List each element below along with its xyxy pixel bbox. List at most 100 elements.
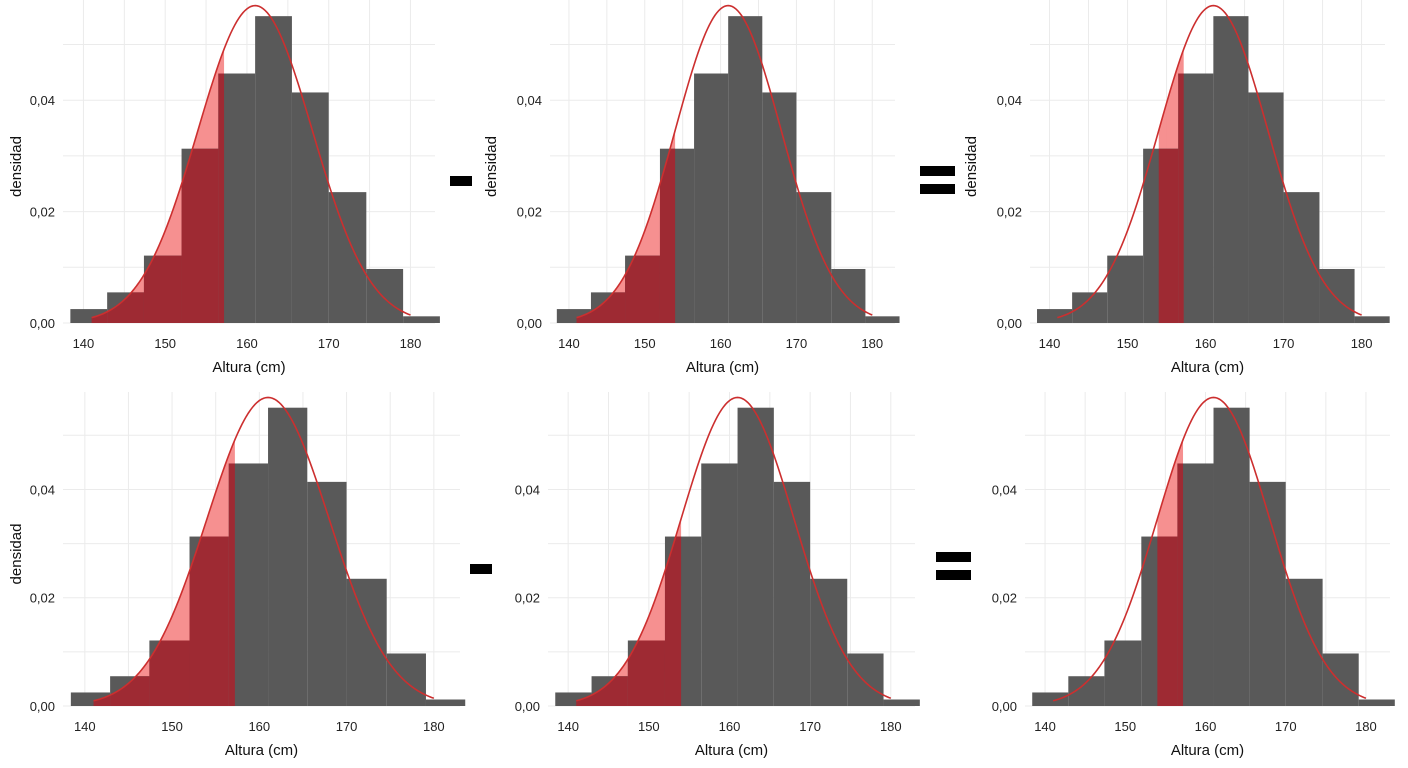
y-tick-label: 0,02	[515, 591, 540, 606]
y-tick-label: 0,00	[515, 699, 540, 714]
shaded-bar-segment	[625, 255, 660, 323]
y-axis-title: densidad	[8, 136, 25, 197]
x-tick-label: 160	[710, 336, 732, 351]
histogram-bar	[268, 407, 308, 706]
histogram-bar	[1248, 92, 1284, 323]
x-tick-label: 150	[161, 719, 183, 734]
y-tick-label: 0,04	[515, 482, 540, 497]
histogram-panel-top-middle: 0,00 0,02 0,04 140 150 160 170 180 Altura (cm) de…	[483, 0, 900, 376]
histogram-bar	[1177, 463, 1214, 706]
shaded-bar-segment	[590, 292, 626, 323]
histogram-bar	[694, 73, 729, 323]
histogram-bar	[346, 578, 387, 706]
histogram-bars	[1037, 16, 1390, 324]
histogram-panel-bottom-left: 0,00 0,02 0,04 140 150 160 170 180 Altura (cm) de…	[8, 392, 466, 759]
shaded-bar-overlay	[576, 536, 682, 706]
histogram-bar	[218, 73, 256, 323]
histogram-bars	[555, 407, 920, 706]
x-tick-label: 170	[786, 336, 808, 351]
x-axis-title: Altura (cm)	[225, 742, 298, 759]
y-tick-label: 0,04	[997, 93, 1022, 108]
histogram-bars	[70, 16, 440, 324]
histogram-bar	[810, 578, 848, 706]
histogram-bar	[307, 481, 347, 706]
histogram-bars	[1032, 407, 1395, 706]
x-tick-label: 180	[423, 719, 445, 734]
histogram-bar	[386, 653, 426, 706]
histogram-bar	[425, 699, 466, 706]
histogram-panel-top-left: 0,00 0,02 0,04 140 150 160 170 180 Altura (cm) de…	[8, 0, 440, 376]
histogram-bar	[1068, 676, 1105, 706]
y-tick-label: 0,02	[517, 205, 542, 220]
x-tick-label: 140	[1039, 336, 1061, 351]
shaded-bar-segment	[218, 73, 225, 323]
histogram-bar	[1283, 192, 1320, 323]
x-axis-title: Altura (cm)	[686, 359, 759, 376]
shaded-bar-segment	[110, 676, 150, 706]
histogram-bar	[1032, 692, 1069, 706]
histogram-bar	[403, 316, 440, 323]
histogram-bar	[1319, 268, 1355, 323]
shaded-bar-segment	[576, 311, 591, 323]
histogram-bar	[1213, 16, 1249, 324]
shaded-bar-segment	[591, 676, 628, 706]
x-tick-label: 180	[1351, 336, 1373, 351]
x-tick-label: 180	[861, 336, 883, 351]
histogram-panel-bottom-right: 0,00 0,02 0,04 140 150 160 170 180 Altura (cm)	[992, 392, 1395, 759]
x-tick-label: 160	[236, 336, 258, 351]
histogram-bar	[1322, 653, 1359, 706]
y-tick-label: 0,00	[30, 316, 55, 331]
shaded-bar-segment	[627, 640, 665, 706]
shaded-bar-overlay	[1157, 463, 1184, 706]
histogram-bar	[701, 463, 738, 706]
y-tick-label: 0,02	[997, 205, 1022, 220]
y-tick-label: 0,04	[517, 93, 542, 108]
shaded-bar-overlay	[1158, 73, 1184, 323]
histogram-panel-top-right: 0,00 0,02 0,04 140 150 160 170 180 Altura (cm) de…	[963, 0, 1390, 376]
x-tick-label: 170	[1273, 336, 1295, 351]
histogram-bar	[762, 92, 797, 323]
minus-sign-bottom: -	[470, 564, 492, 574]
normal-density-curve	[576, 396, 892, 702]
shaded-bar-segment	[1157, 536, 1178, 706]
histogram-bar	[773, 481, 811, 706]
shaded-bar-segment	[189, 536, 229, 706]
y-tick-label: 0,00	[30, 699, 55, 714]
x-tick-label: 170	[799, 719, 821, 734]
minus-sign-top: -	[450, 176, 472, 186]
shaded-bar-segment	[1177, 463, 1184, 706]
x-axis-title: Altura (cm)	[1171, 742, 1244, 759]
y-tick-label: 0,02	[30, 591, 55, 606]
histogram-bar	[796, 192, 832, 323]
shaded-bar-segment	[91, 311, 108, 323]
y-tick-label: 0,02	[992, 591, 1017, 606]
x-tick-label: 140	[73, 336, 95, 351]
x-tick-label: 150	[1114, 719, 1136, 734]
histogram-bar	[1178, 73, 1214, 323]
shaded-bar-segment	[1178, 73, 1184, 323]
histogram-bar	[1104, 640, 1142, 706]
histogram-bar	[328, 192, 367, 323]
x-tick-label: 140	[557, 719, 579, 734]
y-tick-label: 0,04	[30, 93, 55, 108]
y-tick-label: 0,00	[992, 699, 1017, 714]
shaded-bar-segment	[228, 463, 235, 706]
shaded-bar-segment	[149, 640, 190, 706]
histogram-bar	[1354, 316, 1390, 323]
shaded-bar-overlay	[93, 463, 235, 706]
x-tick-label: 160	[248, 719, 270, 734]
histogram-bar	[228, 463, 269, 706]
shaded-bar-segment	[1158, 148, 1179, 323]
histogram-bar	[737, 407, 774, 706]
histogram-bar	[366, 268, 404, 323]
shaded-bar-segment	[181, 148, 219, 323]
shaded-bar-overlay	[576, 148, 676, 323]
equals-sign-bottom: =	[936, 552, 971, 580]
y-tick-label: 0,00	[997, 316, 1022, 331]
x-tick-label: 140	[74, 719, 96, 734]
x-axis-title: Altura (cm)	[212, 359, 285, 376]
x-tick-label: 160	[1195, 336, 1217, 351]
y-tick-label: 0,04	[992, 482, 1017, 497]
normal-density-curve	[93, 396, 435, 702]
y-tick-label: 0,00	[517, 316, 542, 331]
